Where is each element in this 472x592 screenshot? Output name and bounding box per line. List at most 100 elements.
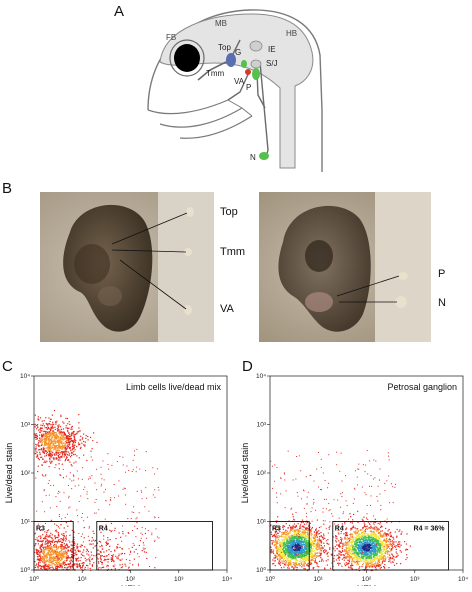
point-0 — [37, 454, 39, 456]
point-0 — [46, 428, 48, 430]
point-0 — [300, 533, 302, 535]
point-noise — [101, 483, 103, 485]
point-1 — [397, 554, 399, 557]
point-0 — [292, 525, 294, 527]
point-0 — [290, 539, 292, 541]
point-0 — [68, 421, 70, 423]
point-1 — [39, 547, 41, 549]
point-0 — [297, 555, 299, 557]
point-0 — [270, 524, 272, 526]
point-1 — [369, 527, 371, 529]
point-2 — [132, 564, 134, 566]
point-0 — [304, 550, 306, 553]
point-1 — [374, 545, 376, 548]
point-1 — [375, 537, 377, 539]
point-noise — [142, 547, 144, 549]
point-0 — [68, 440, 70, 442]
point-1 — [387, 533, 389, 536]
point-0 — [54, 442, 56, 445]
point-0 — [275, 538, 277, 540]
point-1 — [348, 559, 350, 562]
point-1 — [374, 538, 376, 540]
point-0 — [61, 437, 63, 439]
point-0 — [63, 446, 65, 448]
point-1 — [372, 564, 374, 566]
point-1 — [71, 555, 73, 558]
point-0 — [291, 543, 293, 545]
point-0 — [302, 526, 305, 528]
point-1 — [351, 522, 354, 524]
point-0 — [300, 536, 302, 538]
label-mb: MB — [215, 19, 227, 28]
point-1 — [388, 541, 390, 543]
point-1 — [383, 543, 386, 545]
point-0 — [270, 546, 272, 548]
point-1 — [52, 552, 55, 554]
point-1 — [374, 554, 376, 556]
point-1 — [34, 545, 36, 547]
point-0 — [292, 557, 294, 560]
point-1 — [40, 540, 42, 542]
point-0 — [71, 443, 74, 446]
point-0 — [284, 557, 286, 560]
point-2 — [96, 542, 99, 544]
point-1 — [360, 551, 362, 553]
point-noise — [58, 514, 60, 516]
point-0 — [276, 537, 278, 539]
point-1 — [57, 553, 59, 555]
point-noise — [135, 518, 137, 520]
point-noise — [103, 479, 105, 481]
point-0 — [41, 430, 43, 432]
point-0 — [36, 455, 38, 457]
point-0 — [81, 442, 83, 444]
point-1 — [61, 555, 63, 557]
point-1 — [41, 559, 44, 561]
point-0 — [55, 450, 57, 452]
point-0 — [309, 537, 311, 539]
point-0 — [63, 432, 65, 434]
point-0 — [313, 545, 315, 548]
x-tick-label: 10⁴ — [222, 576, 232, 583]
point-0 — [276, 546, 278, 548]
point-0 — [281, 539, 283, 541]
point-0 — [309, 541, 311, 543]
point-2 — [100, 559, 102, 561]
point-0 — [292, 556, 294, 558]
point-1 — [49, 535, 51, 537]
panel-b-letter: B — [2, 180, 13, 197]
point-noise — [44, 522, 46, 524]
point-0 — [287, 546, 289, 548]
point-noise — [131, 511, 133, 513]
point-1 — [376, 537, 378, 539]
point-0 — [289, 532, 292, 534]
point-1 — [82, 564, 84, 567]
point-0 — [294, 552, 296, 554]
point-1 — [381, 555, 384, 557]
point-1 — [61, 565, 63, 567]
point-0 — [287, 549, 290, 551]
point-2 — [100, 551, 102, 553]
point-0 — [312, 541, 314, 543]
point-1 — [370, 552, 373, 554]
point-0 — [296, 546, 298, 549]
point-0 — [50, 456, 52, 458]
point-0 — [63, 451, 65, 454]
point-0 — [295, 561, 297, 563]
point-0 — [292, 564, 294, 566]
point-2 — [106, 542, 108, 544]
point-0 — [319, 541, 321, 543]
point-0 — [287, 556, 289, 558]
point-0 — [42, 434, 45, 436]
point-0 — [44, 444, 46, 446]
point-1 — [67, 555, 69, 557]
point-1 — [356, 564, 358, 566]
point-0 — [298, 544, 300, 546]
point-0 — [318, 566, 320, 568]
point-1 — [49, 540, 51, 543]
point-1 — [346, 542, 348, 544]
point-0 — [280, 557, 282, 559]
point-0 — [297, 541, 300, 543]
point-1 — [53, 550, 55, 552]
point-1 — [338, 533, 340, 535]
point-1 — [387, 530, 389, 532]
